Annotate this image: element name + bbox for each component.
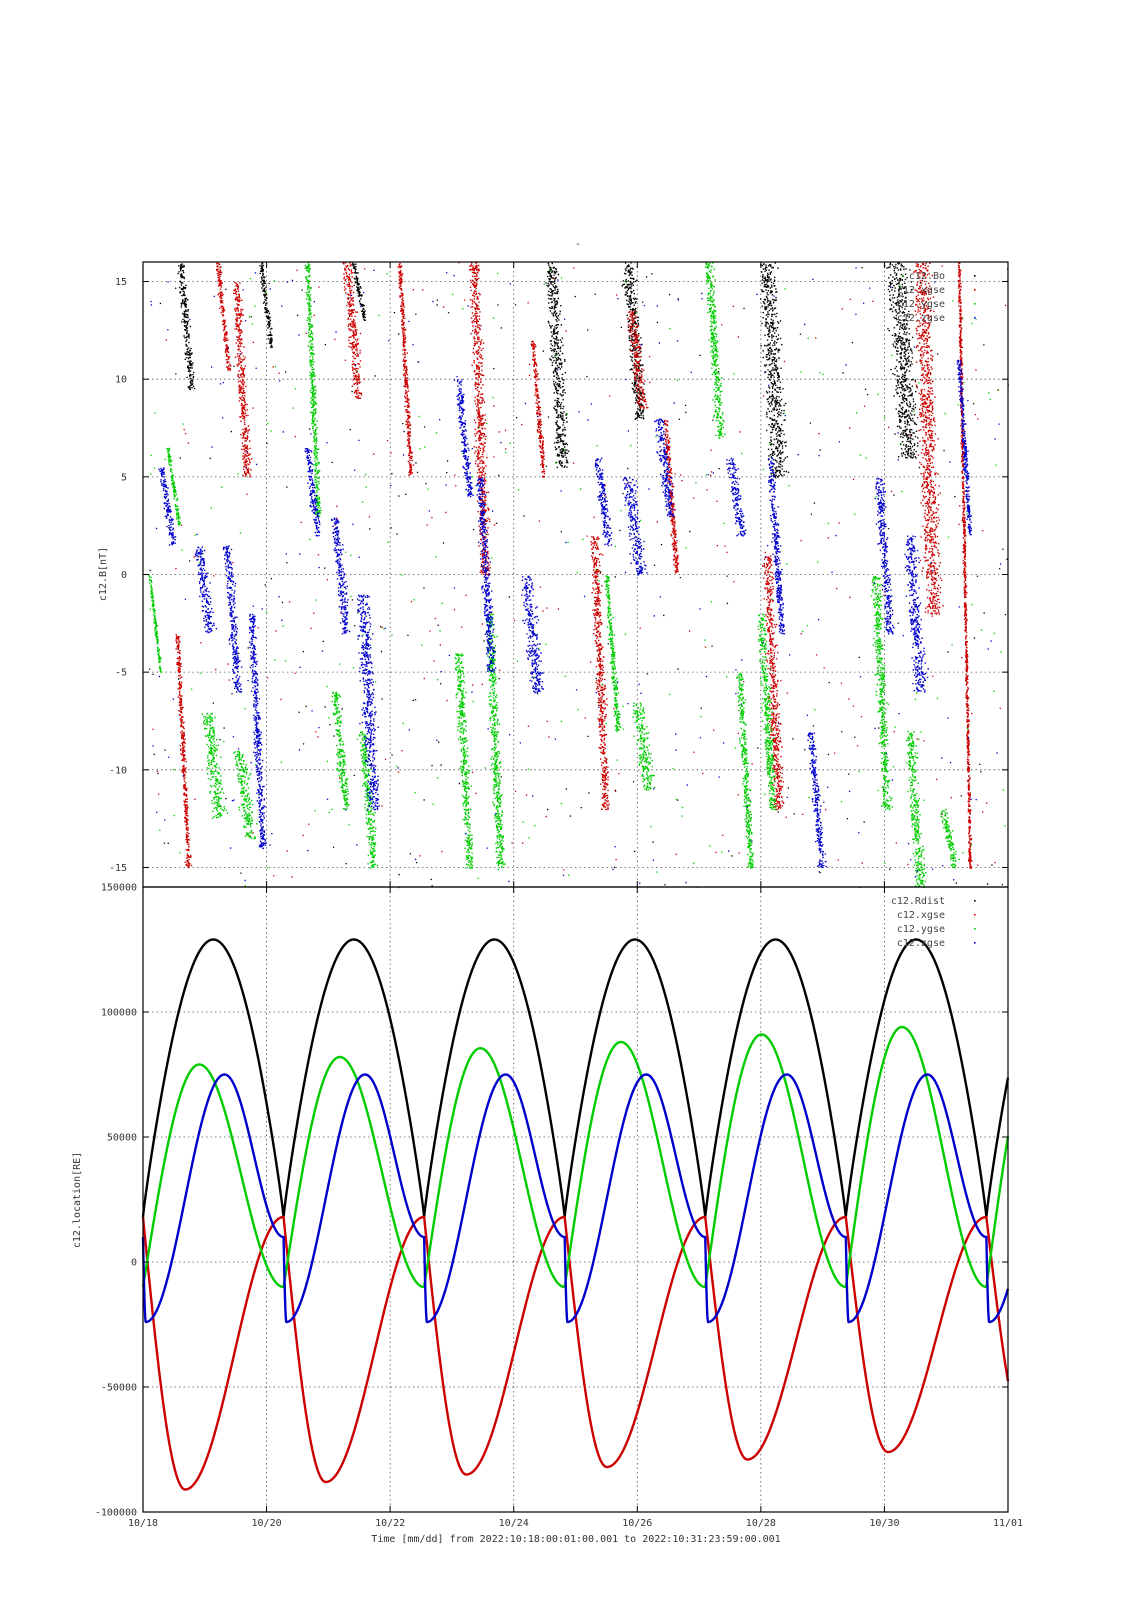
panel-location-xlabel: Time [mm/dd] from 2022:10:18:00:01:00.00… xyxy=(371,1534,780,1545)
xtick-label: 11/01 xyxy=(993,1518,1023,1529)
series-c12.ygse xyxy=(148,262,1009,889)
xtick-label: 10/26 xyxy=(622,1518,652,1529)
panel-location-gridlines xyxy=(143,887,1008,1512)
scatter-points-c12.xgse xyxy=(152,262,1009,878)
ytick-label: 50000 xyxy=(107,1133,137,1144)
legend-label: c12.ygse xyxy=(897,924,945,935)
legend-marker xyxy=(974,289,976,291)
legend-label: c12.xgse xyxy=(897,285,945,296)
scatter-points-c12.Bo xyxy=(149,262,1009,888)
xtick-label: 10/18 xyxy=(128,1518,158,1529)
ytick-label: -5 xyxy=(115,668,127,679)
legend-marker xyxy=(974,303,976,305)
panel-b-legend: c12.Bo c12.xgse c12.ygse c12.zgse xyxy=(897,271,976,324)
scatter-points-c12.ygse xyxy=(148,262,1009,889)
ytick-label: -15 xyxy=(109,863,127,874)
ytick-label: -50000 xyxy=(101,1383,137,1394)
panel-location-xticks: 10/18 10/20 10/22 10/24 10/26 10/28 10/30 11/01 xyxy=(128,887,1023,1529)
ytick-label: 15 xyxy=(115,277,127,288)
legend-marker xyxy=(974,900,976,902)
legend-label: c12.zgse xyxy=(897,313,945,324)
panel-b-yticks: 15 10 5 0 -5 -10 -15 xyxy=(109,262,1009,887)
panel-b-ylabel: c12.B[nT] xyxy=(98,547,109,601)
xtick-label: 10/20 xyxy=(252,1518,282,1529)
panel-b-gridlines xyxy=(143,262,1008,887)
panel-location-lines xyxy=(141,938,1010,1491)
xtick-label: 10/24 xyxy=(499,1518,529,1529)
line-c12.Rdist xyxy=(141,938,1010,1219)
legend-marker xyxy=(974,928,976,930)
panel-location-frame xyxy=(142,886,1009,1513)
panel-b-scatter xyxy=(148,262,1009,889)
legend-marker xyxy=(974,317,976,319)
ytick-label: -10 xyxy=(109,765,127,776)
line-c12.ygse xyxy=(141,1025,1010,1289)
series-c12.Bo xyxy=(149,262,1009,888)
xtick-label: 10/28 xyxy=(746,1518,776,1529)
xtick-label: 10/30 xyxy=(869,1518,899,1529)
legend-label: c12.zgse xyxy=(897,938,945,949)
panel-location-yticks: 150000 100000 50000 0 -50000 -100000 xyxy=(95,883,1008,1519)
legend-label: c12.xgse xyxy=(897,910,945,921)
ytick-label: -100000 xyxy=(95,1508,137,1519)
panel-location-legend: c12.Rdist c12.xgse c12.ygse c12.zgse xyxy=(891,896,976,949)
ytick-label: 10 xyxy=(115,375,127,386)
panel-location-ylabel: c12.location[RE] xyxy=(72,1152,83,1248)
ytick-label: 0 xyxy=(121,570,127,581)
legend-label: c12.Rdist xyxy=(891,896,945,907)
ytick-label: 100000 xyxy=(101,1008,137,1019)
panel-b-title: - xyxy=(575,239,581,250)
xtick-label: 10/22 xyxy=(375,1518,405,1529)
panel-b-field: - 15 10 5 0 -5 -10 -15 c12.B[nT] c12.Bo c12.xgs… xyxy=(98,239,1009,889)
legend-label: c12.ygse xyxy=(897,299,945,310)
line-c12.xgse xyxy=(141,1215,1010,1491)
series-c12.xgse xyxy=(152,262,1009,878)
ytick-label: 150000 xyxy=(101,883,137,894)
legend-marker xyxy=(974,942,976,944)
legend-marker xyxy=(974,275,976,277)
legend-marker xyxy=(974,914,976,916)
legend-label: c12.Bo xyxy=(909,271,945,282)
line-c12.zgse xyxy=(141,1073,1010,1324)
ytick-label: 5 xyxy=(121,472,127,483)
ytick-label: 0 xyxy=(131,1258,137,1269)
